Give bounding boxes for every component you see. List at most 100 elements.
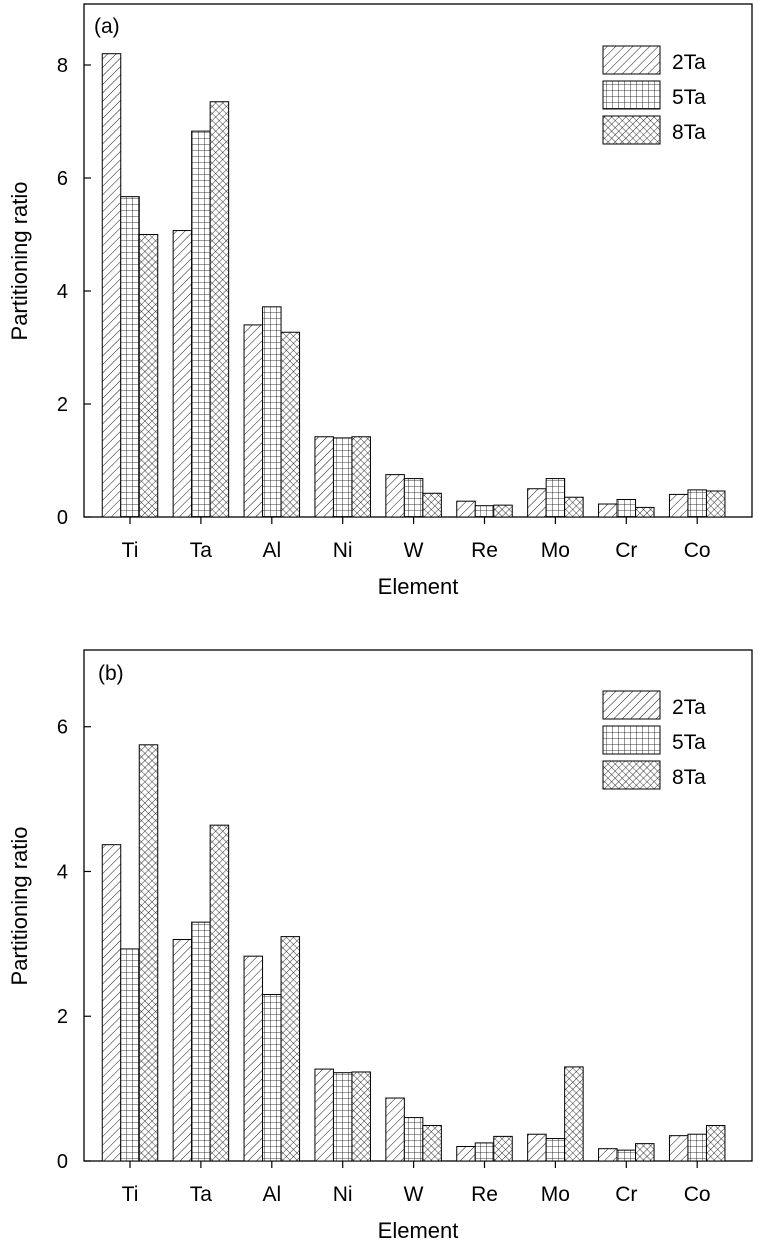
x-tick-label: Mo <box>541 1183 570 1206</box>
bar-5Ta-Al <box>262 306 282 518</box>
bar-2Ta-Mo <box>527 488 547 518</box>
x-axis: Ti Ta Al Ni W Re Mo Cr Co <box>122 1161 711 1206</box>
y-tick-label: 4 <box>57 861 68 883</box>
bar-2Ta-Ni <box>314 1068 334 1162</box>
bar-2Ta-Mo <box>527 1133 547 1162</box>
legend-swatch-8Ta <box>602 760 661 790</box>
legend-label-8Ta: 8Ta <box>672 121 706 144</box>
bar-8Ta-Ni <box>351 1071 371 1162</box>
y-axis: 0 2 4 6 <box>57 717 91 1173</box>
y-tick-label: 0 <box>57 507 68 529</box>
bar-5Ta-Co <box>687 489 707 518</box>
x-tick-label: Cr <box>615 539 637 562</box>
bar-5Ta-Re <box>474 505 495 518</box>
x-tick-label: Re <box>471 539 498 562</box>
bar-2Ta-Re <box>456 500 476 518</box>
bar-5Ta-Ta <box>191 921 211 1162</box>
legend: 2Ta 5Ta 8Ta <box>602 45 706 145</box>
bar-8Ta-W <box>422 1125 442 1162</box>
bar-2Ta-W <box>385 1097 405 1162</box>
y-tick-label: 8 <box>57 55 68 77</box>
x-tick-label: Mo <box>541 539 570 562</box>
x-tick-label: Co <box>684 539 711 562</box>
bar-5Ta-Ti <box>120 948 140 1162</box>
bar-2Ta-Al <box>243 955 264 1162</box>
legend-swatch-2Ta <box>602 45 661 75</box>
bar-2Ta-Ni <box>314 436 334 518</box>
bar-2Ta-Re <box>456 1146 476 1162</box>
x-tick-label: Al <box>262 539 281 562</box>
y-tick-label: 0 <box>57 1151 68 1173</box>
bar-8Ta-Ni <box>351 436 371 518</box>
bar-8Ta-Al <box>280 936 301 1162</box>
legend-label-2Ta: 2Ta <box>672 696 706 719</box>
bar-8Ta-Ti <box>138 234 159 518</box>
bar-8Ta-Ta <box>209 101 230 518</box>
y-tick-label: 4 <box>57 281 68 303</box>
bar-8Ta-Re <box>493 504 513 518</box>
bar-2Ta-Co <box>668 1135 689 1162</box>
x-axis-title: Element <box>378 574 459 599</box>
legend-swatch-2Ta <box>602 690 661 720</box>
bar-2Ta-Cr <box>598 1148 618 1162</box>
x-tick-label: Ta <box>190 1183 213 1206</box>
bar-8Ta-Co <box>705 490 726 518</box>
y-axis: 0 2 4 6 8 <box>57 55 91 529</box>
bar-5Ta-Ta <box>191 130 211 518</box>
y-tick-label: 2 <box>57 1006 68 1028</box>
bars <box>101 53 726 518</box>
y-tick-label: 2 <box>57 394 68 416</box>
chart-panel-b: (b) 0 2 4 6 Ti Ta Al Ni W Re Mo Cr Co 2Ta 5Ta 8Ta Ele… <box>7 649 753 1243</box>
y-axis-title: Partitioning ratio <box>7 182 32 341</box>
bar-8Ta-Ti <box>138 744 159 1162</box>
bar-5Ta-W <box>403 478 424 518</box>
panel-label: (b) <box>98 662 124 685</box>
bar-2Ta-Cr <box>598 503 618 518</box>
x-tick-label: W <box>404 539 424 562</box>
bar-5Ta-Cr <box>616 1149 637 1162</box>
x-tick-label: Ni <box>333 1183 353 1206</box>
y-tick-label: 6 <box>57 717 68 739</box>
x-tick-label: W <box>404 1183 424 1206</box>
legend-swatch-8Ta <box>602 115 661 145</box>
bar-2Ta-W <box>385 474 405 518</box>
legend-label-2Ta: 2Ta <box>672 51 706 74</box>
legend-swatch-5Ta <box>602 725 661 755</box>
legend: 2Ta 5Ta 8Ta <box>602 690 706 790</box>
x-tick-label: Re <box>471 1183 498 1206</box>
x-tick-label: Ni <box>333 539 353 562</box>
chart-panel-a: (a) 0 2 4 6 8 Ti Ta Al Ni W Re Mo Cr Co 2Ta 5Ta 8Ta El… <box>7 3 753 599</box>
bar-5Ta-Al <box>262 994 282 1162</box>
x-tick-label: Al <box>262 1183 281 1206</box>
legend-label-5Ta: 5Ta <box>672 731 706 754</box>
bar-8Ta-Al <box>280 331 301 518</box>
bar-2Ta-Al <box>243 324 264 518</box>
bars <box>101 744 726 1162</box>
bar-8Ta-Cr <box>635 506 655 518</box>
legend-swatch-5Ta <box>602 80 661 110</box>
y-axis-title: Partitioning ratio <box>7 827 32 986</box>
panel-label: (a) <box>94 15 120 38</box>
x-axis: Ti Ta Al Ni W Re Mo Cr Co <box>122 517 711 562</box>
legend-label-8Ta: 8Ta <box>672 766 706 789</box>
bar-5Ta-Co <box>687 1133 707 1162</box>
bar-8Ta-Cr <box>635 1143 655 1162</box>
bar-2Ta-Ti <box>101 844 122 1162</box>
x-tick-label: Ta <box>190 539 213 562</box>
y-tick-label: 6 <box>57 168 68 190</box>
x-axis-title: Element <box>378 1218 459 1243</box>
bar-5Ta-Ti <box>120 196 140 518</box>
bar-5Ta-Mo <box>545 478 566 518</box>
x-tick-label: Ti <box>122 539 139 562</box>
bar-8Ta-Mo <box>564 496 584 518</box>
bar-8Ta-W <box>422 492 442 518</box>
bar-8Ta-Co <box>705 1125 726 1162</box>
bar-5Ta-W <box>403 1117 424 1162</box>
bar-2Ta-Ti <box>101 53 122 518</box>
bar-5Ta-Cr <box>616 498 637 518</box>
x-tick-label: Ti <box>122 1183 139 1206</box>
bar-8Ta-Ta <box>209 824 230 1162</box>
bar-2Ta-Ta <box>172 230 193 518</box>
legend-label-5Ta: 5Ta <box>672 86 706 109</box>
